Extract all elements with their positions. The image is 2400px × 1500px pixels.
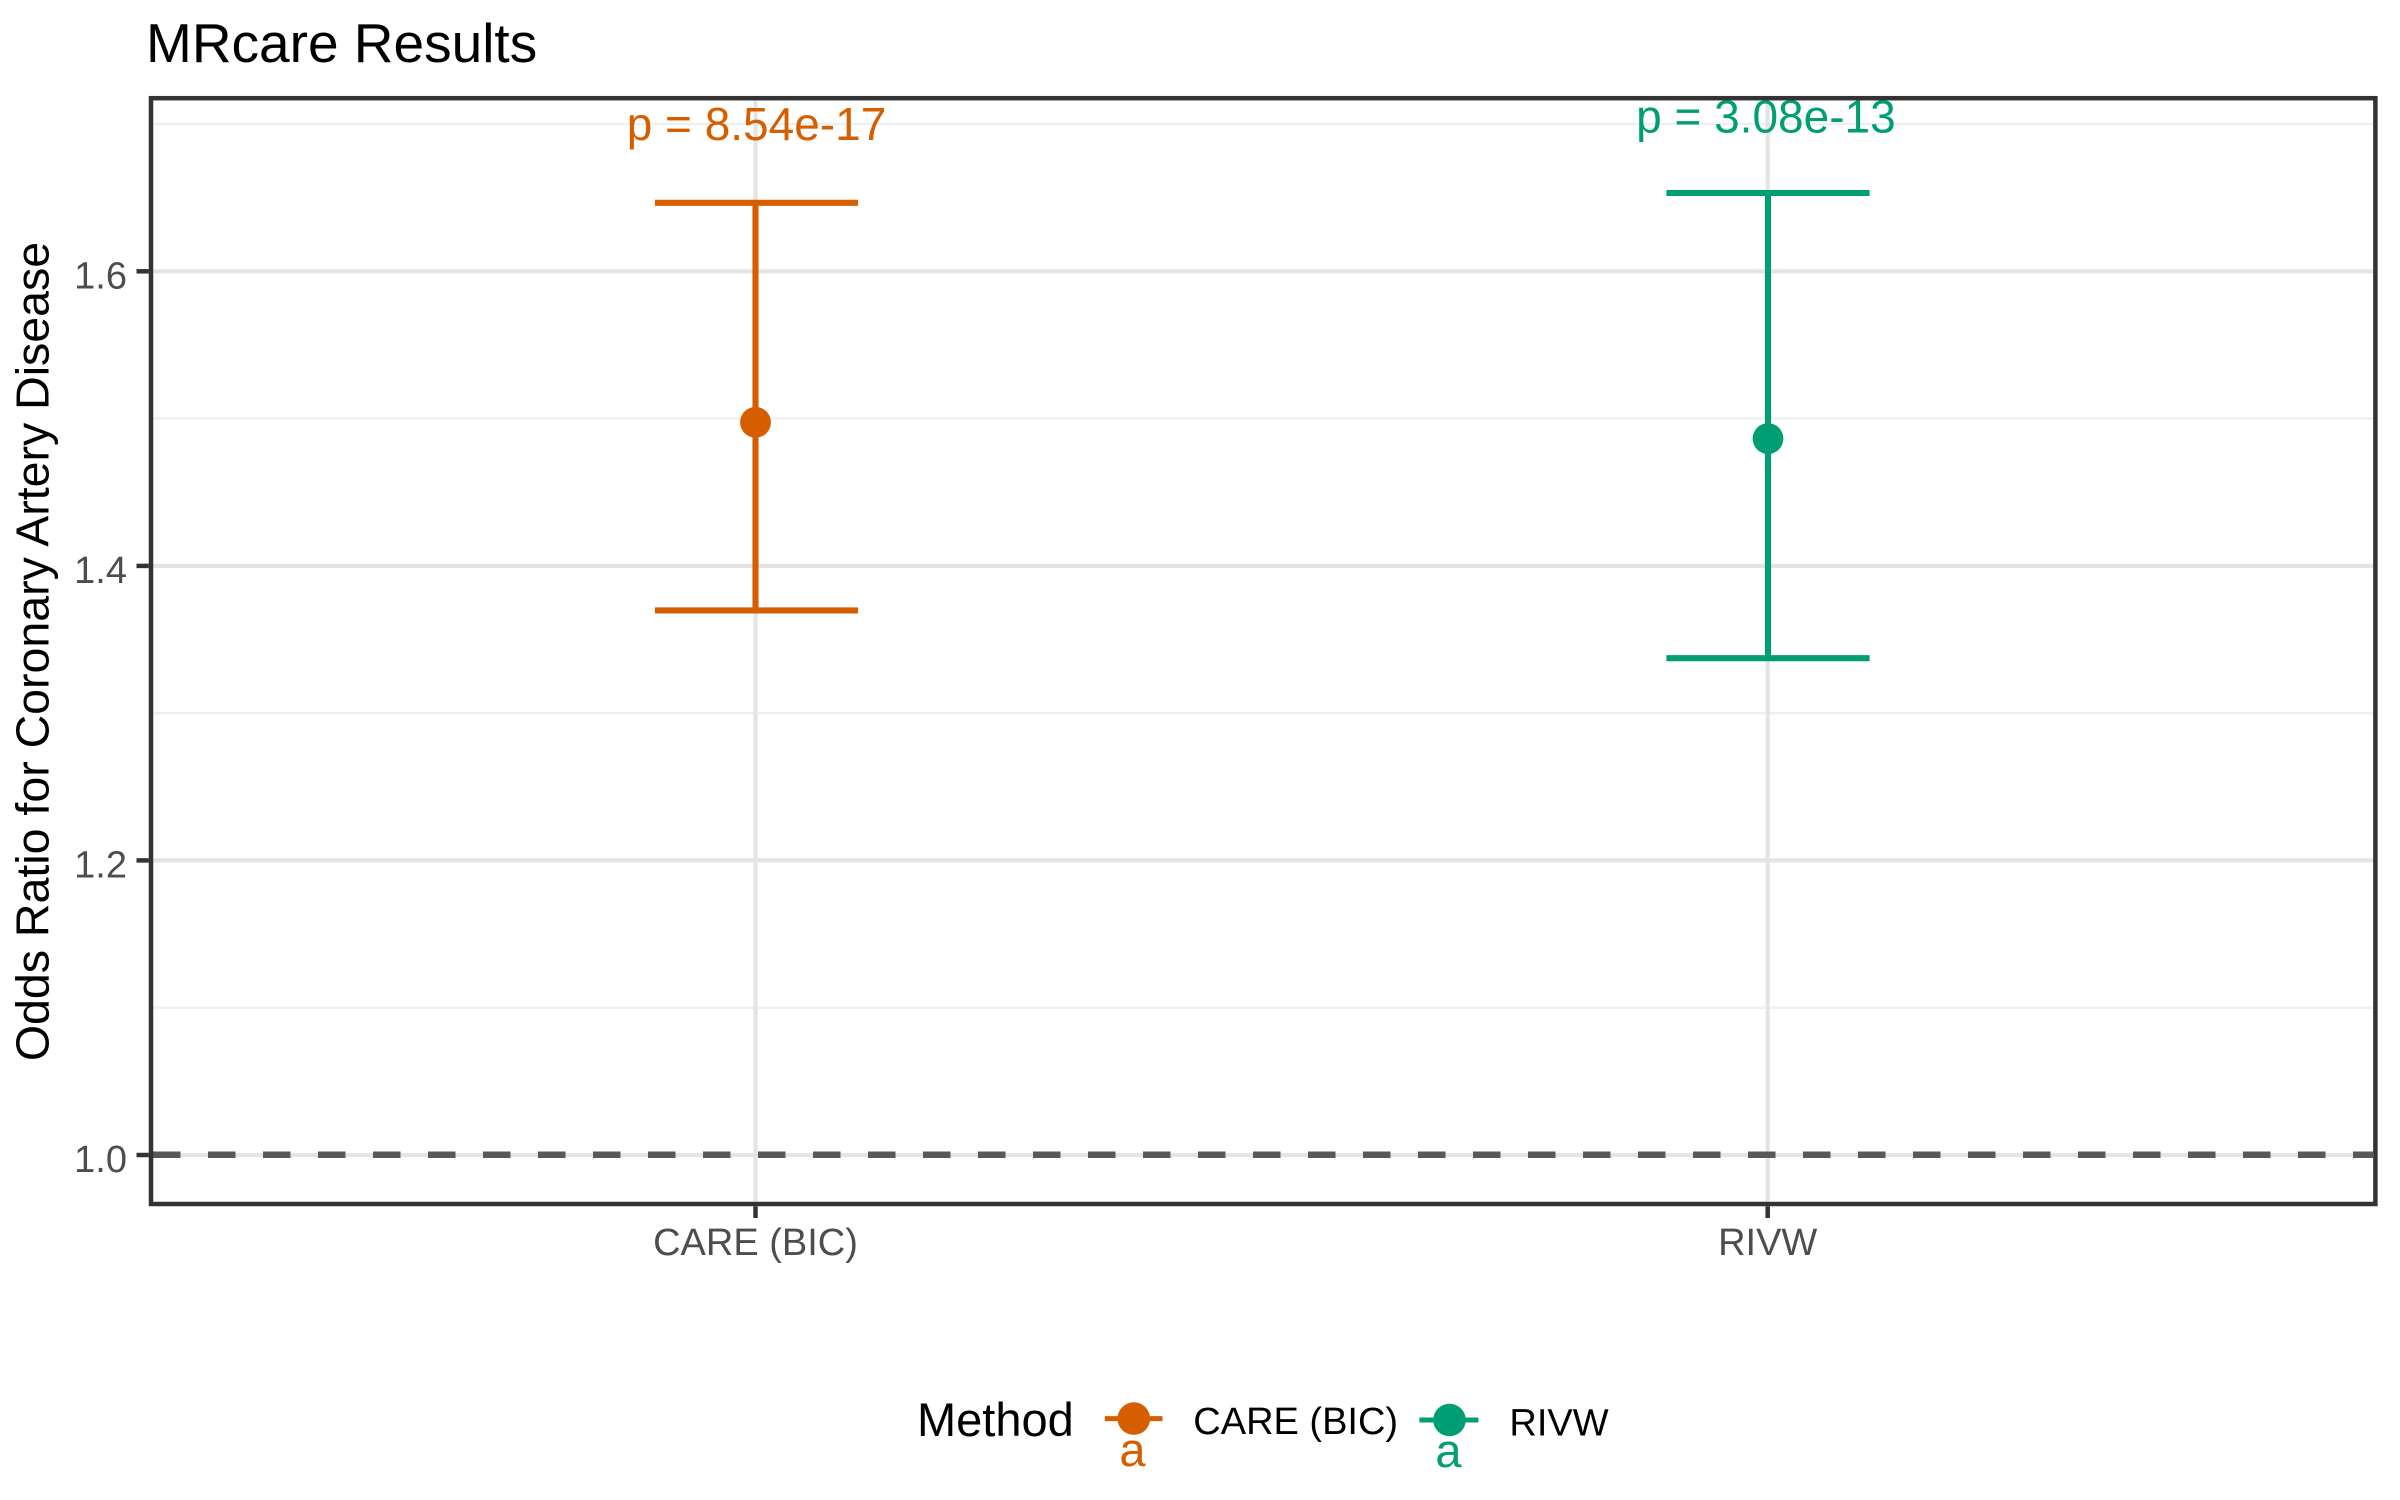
svg-text:CARE (BIC): CARE (BIC)	[1193, 1401, 1398, 1443]
svg-text:RIVW: RIVW	[1718, 1222, 1817, 1264]
svg-text:1.6: 1.6	[74, 255, 127, 297]
svg-text:Method: Method	[917, 1393, 1074, 1446]
svg-text:a: a	[1119, 1423, 1146, 1476]
svg-text:CARE (BIC): CARE (BIC)	[653, 1222, 858, 1264]
svg-text:MRcare Results: MRcare Results	[146, 12, 537, 74]
svg-text:a: a	[1435, 1424, 1462, 1477]
svg-text:1.4: 1.4	[74, 550, 127, 592]
svg-text:1.0: 1.0	[74, 1139, 127, 1181]
svg-text:1.2: 1.2	[74, 844, 127, 886]
svg-text:p = 8.54e-17: p = 8.54e-17	[627, 98, 887, 150]
svg-text:Odds Ratio for Coronary Artery: Odds Ratio for Coronary Artery Disease	[7, 242, 59, 1061]
svg-text:RIVW: RIVW	[1509, 1403, 1608, 1445]
